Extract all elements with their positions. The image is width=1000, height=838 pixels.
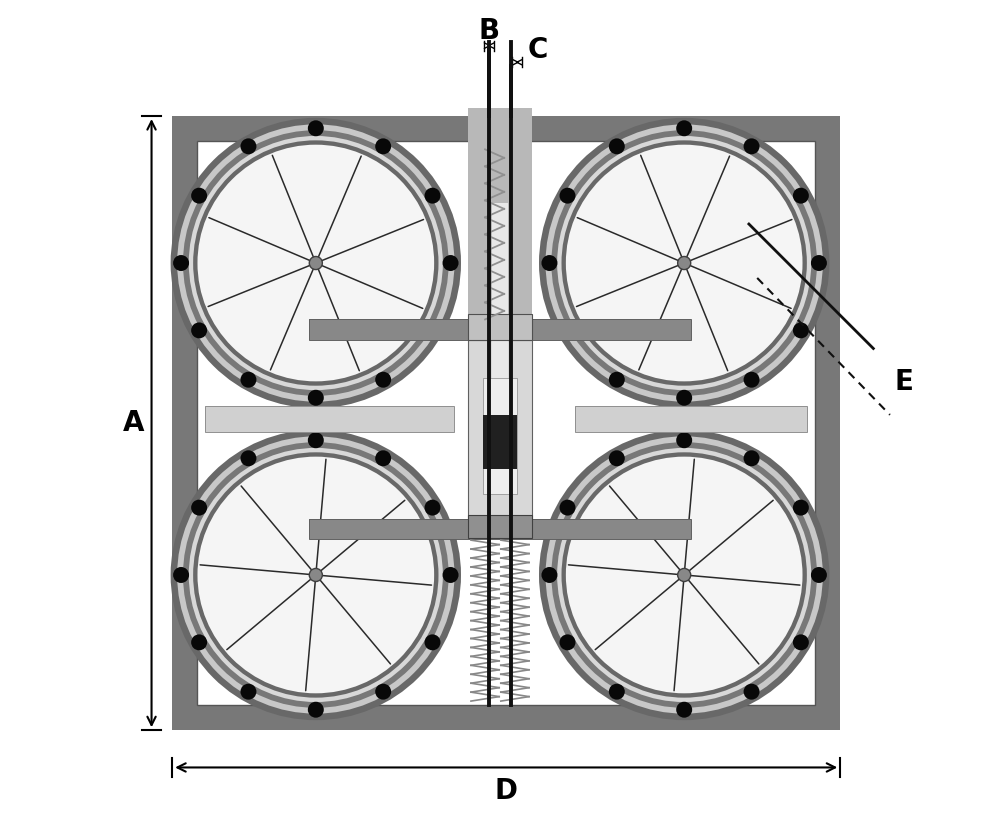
Bar bbox=[205, 406, 454, 432]
Circle shape bbox=[541, 567, 557, 583]
Circle shape bbox=[744, 450, 760, 466]
Circle shape bbox=[609, 372, 625, 388]
Circle shape bbox=[308, 390, 324, 406]
Bar bbox=[309, 318, 691, 340]
Circle shape bbox=[375, 372, 391, 388]
Circle shape bbox=[183, 442, 449, 708]
Bar bbox=[468, 313, 532, 340]
Bar bbox=[309, 520, 691, 540]
Bar bbox=[483, 415, 517, 468]
Circle shape bbox=[173, 567, 189, 583]
Circle shape bbox=[240, 450, 256, 466]
Circle shape bbox=[561, 140, 807, 385]
Bar bbox=[468, 515, 532, 539]
Circle shape bbox=[609, 138, 625, 154]
Circle shape bbox=[560, 323, 575, 339]
Text: D: D bbox=[495, 777, 518, 804]
Circle shape bbox=[425, 188, 440, 204]
Bar bbox=[492, 204, 508, 385]
Bar bbox=[197, 141, 815, 706]
Circle shape bbox=[177, 124, 454, 401]
Circle shape bbox=[678, 568, 691, 582]
Circle shape bbox=[191, 323, 207, 339]
Circle shape bbox=[561, 453, 807, 698]
Circle shape bbox=[793, 188, 809, 204]
Circle shape bbox=[793, 499, 809, 515]
Circle shape bbox=[676, 701, 692, 717]
Circle shape bbox=[566, 457, 803, 693]
Circle shape bbox=[189, 136, 443, 390]
Circle shape bbox=[744, 138, 760, 154]
Circle shape bbox=[546, 124, 823, 401]
Circle shape bbox=[173, 255, 189, 271]
Circle shape bbox=[425, 323, 440, 339]
Circle shape bbox=[375, 450, 391, 466]
Circle shape bbox=[375, 138, 391, 154]
Circle shape bbox=[240, 138, 256, 154]
Bar bbox=[172, 116, 840, 730]
Circle shape bbox=[539, 118, 829, 408]
Circle shape bbox=[240, 684, 256, 700]
Bar bbox=[205, 406, 454, 432]
Circle shape bbox=[171, 118, 461, 408]
Bar bbox=[575, 406, 807, 432]
Circle shape bbox=[240, 372, 256, 388]
Bar bbox=[575, 406, 807, 432]
Circle shape bbox=[793, 323, 809, 339]
Text: B: B bbox=[479, 17, 500, 44]
Circle shape bbox=[177, 437, 454, 714]
Circle shape bbox=[309, 256, 322, 270]
Circle shape bbox=[191, 188, 207, 204]
Text: A: A bbox=[123, 409, 144, 437]
Circle shape bbox=[557, 136, 811, 390]
Bar bbox=[309, 520, 691, 540]
Bar bbox=[468, 340, 532, 523]
Circle shape bbox=[443, 255, 459, 271]
Circle shape bbox=[191, 634, 207, 650]
Circle shape bbox=[551, 130, 817, 396]
Circle shape bbox=[308, 121, 324, 137]
Circle shape bbox=[811, 255, 827, 271]
Circle shape bbox=[309, 568, 322, 582]
Circle shape bbox=[744, 684, 760, 700]
Text: E: E bbox=[894, 368, 913, 396]
Circle shape bbox=[609, 684, 625, 700]
Circle shape bbox=[197, 457, 434, 693]
Circle shape bbox=[676, 432, 692, 448]
Circle shape bbox=[308, 432, 324, 448]
Circle shape bbox=[566, 145, 803, 381]
Circle shape bbox=[171, 430, 461, 720]
Circle shape bbox=[539, 430, 829, 720]
Circle shape bbox=[443, 567, 459, 583]
Circle shape bbox=[191, 499, 207, 515]
Bar bbox=[309, 318, 691, 340]
Circle shape bbox=[546, 437, 823, 714]
Bar bbox=[483, 377, 517, 494]
Circle shape bbox=[193, 453, 439, 698]
Circle shape bbox=[811, 567, 827, 583]
Circle shape bbox=[609, 450, 625, 466]
Circle shape bbox=[557, 448, 811, 702]
Circle shape bbox=[541, 255, 557, 271]
Circle shape bbox=[183, 130, 449, 396]
Circle shape bbox=[197, 145, 434, 381]
Bar bbox=[197, 141, 815, 706]
Circle shape bbox=[425, 499, 440, 515]
Circle shape bbox=[308, 701, 324, 717]
Bar bbox=[468, 108, 532, 540]
Circle shape bbox=[560, 634, 575, 650]
Circle shape bbox=[425, 634, 440, 650]
Circle shape bbox=[551, 442, 817, 708]
Circle shape bbox=[676, 390, 692, 406]
Circle shape bbox=[560, 188, 575, 204]
Circle shape bbox=[793, 634, 809, 650]
Text: C: C bbox=[528, 36, 548, 64]
Circle shape bbox=[744, 372, 760, 388]
Circle shape bbox=[678, 256, 691, 270]
Circle shape bbox=[193, 140, 439, 385]
Circle shape bbox=[189, 448, 443, 702]
Circle shape bbox=[375, 684, 391, 700]
Circle shape bbox=[676, 121, 692, 137]
Circle shape bbox=[560, 499, 575, 515]
